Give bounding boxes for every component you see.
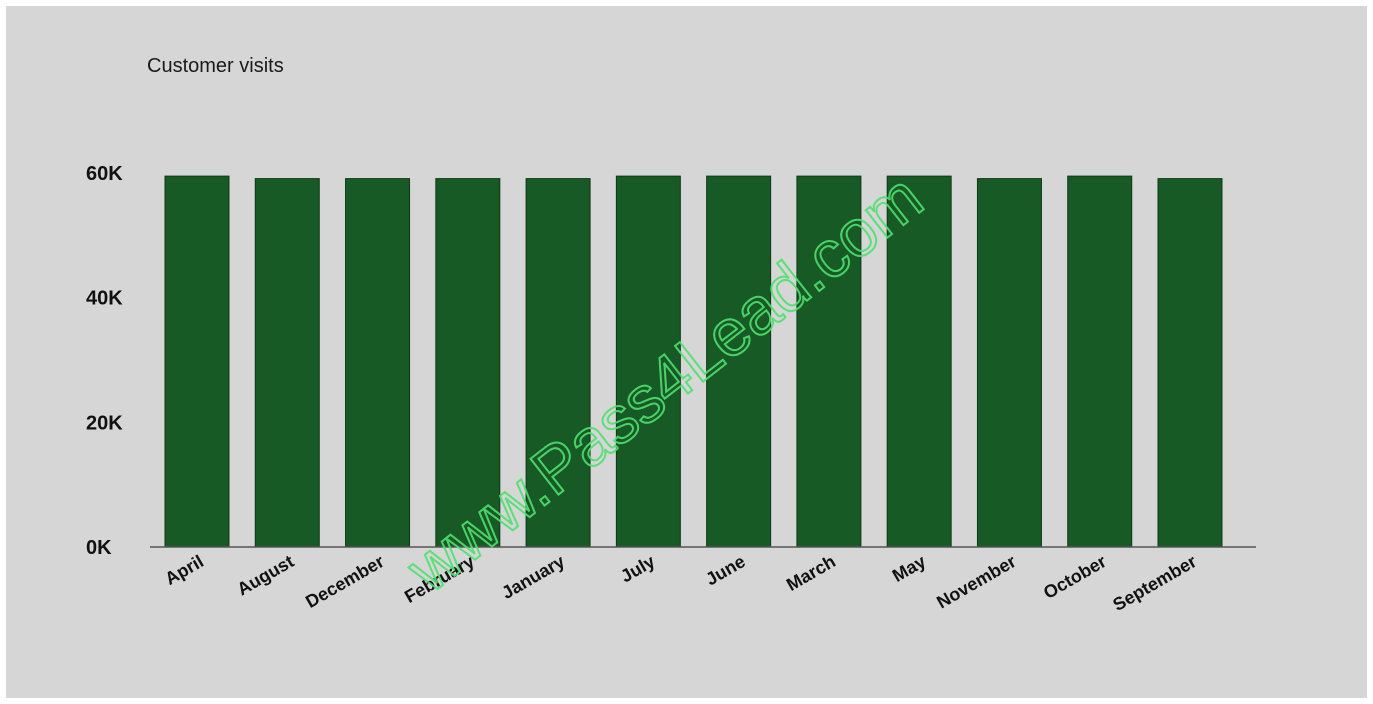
y-axis-ticks: 0K 20K 40K 60K xyxy=(86,163,123,559)
bar-may xyxy=(886,175,952,548)
x-tick-label: July xyxy=(617,551,658,586)
y-tick-label: 0K xyxy=(86,537,112,559)
y-tick-label: 40K xyxy=(86,288,123,310)
bar-june xyxy=(706,175,772,548)
bar-august xyxy=(254,178,320,548)
x-tick-label: September xyxy=(1109,551,1200,615)
y-tick-label: 20K xyxy=(86,412,123,434)
bar-november xyxy=(976,178,1042,548)
bar-march xyxy=(796,175,862,548)
bars xyxy=(164,175,1223,548)
x-axis-ticks: April August December February January July Ju… xyxy=(161,551,1200,615)
x-tick-label: April xyxy=(161,551,207,589)
bar-april xyxy=(164,175,230,548)
chart-panel xyxy=(6,6,1367,698)
x-tick-label: March xyxy=(783,551,839,595)
x-tick-label: December xyxy=(302,551,387,612)
x-tick-label: October xyxy=(1040,551,1110,603)
bar-december xyxy=(345,178,411,548)
x-tick-label: August xyxy=(234,551,298,599)
bar-february xyxy=(435,178,501,548)
x-tick-label: May xyxy=(889,551,929,586)
bar-october xyxy=(1067,175,1133,548)
x-tick-label: November xyxy=(933,551,1019,612)
x-tick-label: January xyxy=(498,551,568,603)
bar-september xyxy=(1157,178,1223,548)
x-tick-label: June xyxy=(702,551,748,589)
chart-title: Customer visits xyxy=(147,55,284,77)
y-tick-label: 60K xyxy=(86,163,123,185)
